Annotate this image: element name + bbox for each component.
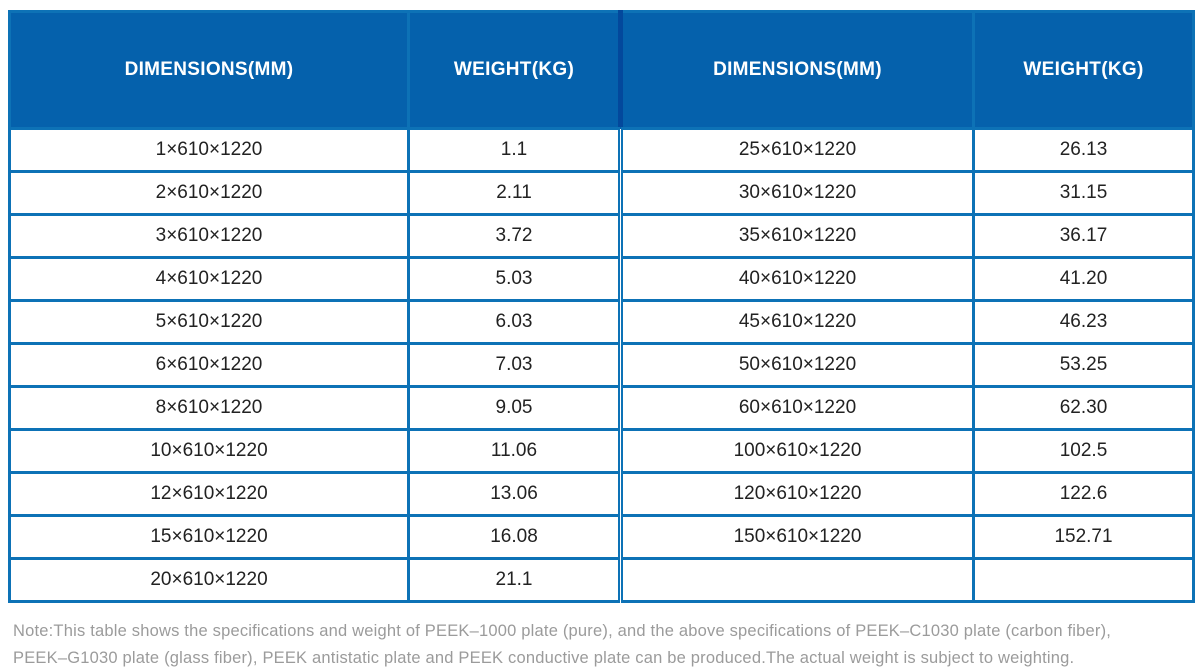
table-row: 20×610×1220 21.1 [8, 557, 1195, 603]
weight-cell: 2.11 [407, 170, 622, 216]
weight-cell: 16.08 [407, 514, 622, 560]
weight-cell: 3.72 [407, 213, 622, 259]
weight-cell: 1.1 [407, 127, 622, 173]
weight-cell: 6.03 [407, 299, 622, 345]
weight-cell: 102.5 [972, 428, 1195, 474]
dimensions-cell: 1×610×1220 [8, 127, 410, 173]
dimensions-cell: 150×610×1220 [618, 514, 975, 560]
weight-cell: 46.23 [972, 299, 1195, 345]
dimensions-cell: 10×610×1220 [8, 428, 410, 474]
weight-cell [972, 557, 1195, 603]
weight-cell: 62.30 [972, 385, 1195, 431]
dimensions-cell: 5×610×1220 [8, 299, 410, 345]
note-line-2: PEEK–G1030 plate (glass fiber), PEEK ant… [13, 649, 1075, 667]
table-row: 3×610×1220 3.72 35×610×1220 36.17 [8, 213, 1195, 259]
dimensions-cell: 12×610×1220 [8, 471, 410, 517]
table-row: 8×610×1220 9.05 60×610×1220 62.30 [8, 385, 1195, 431]
header-weight-right: WEIGHT(KG) [972, 10, 1195, 130]
dimensions-cell: 3×610×1220 [8, 213, 410, 259]
dimensions-cell: 2×610×1220 [8, 170, 410, 216]
weight-cell: 31.15 [972, 170, 1195, 216]
table-row: 5×610×1220 6.03 45×610×1220 46.23 [8, 299, 1195, 345]
weight-cell: 26.13 [972, 127, 1195, 173]
table-row: 6×610×1220 7.03 50×610×1220 53.25 [8, 342, 1195, 388]
weight-cell: 122.6 [972, 471, 1195, 517]
weight-cell: 7.03 [407, 342, 622, 388]
dimensions-cell: 60×610×1220 [618, 385, 975, 431]
dimensions-cell: 20×610×1220 [8, 557, 410, 603]
spec-table: DIMENSIONS(MM) WEIGHT(KG) DIMENSIONS(MM)… [8, 10, 1195, 603]
dimensions-cell: 15×610×1220 [8, 514, 410, 560]
note: Note:This table shows the specifications… [13, 618, 1192, 672]
dimensions-cell: 6×610×1220 [8, 342, 410, 388]
weight-cell: 5.03 [407, 256, 622, 302]
dimensions-cell: 45×610×1220 [618, 299, 975, 345]
dimensions-cell: 50×610×1220 [618, 342, 975, 388]
dimensions-cell: 8×610×1220 [8, 385, 410, 431]
weight-cell: 36.17 [972, 213, 1195, 259]
weight-cell: 11.06 [407, 428, 622, 474]
dimensions-cell [618, 557, 975, 603]
table-row: 10×610×1220 11.06 100×610×1220 102.5 [8, 428, 1195, 474]
table-header: DIMENSIONS(MM) WEIGHT(KG) DIMENSIONS(MM)… [8, 10, 1195, 130]
table-row: 4×610×1220 5.03 40×610×1220 41.20 [8, 256, 1195, 302]
dimensions-cell: 100×610×1220 [618, 428, 975, 474]
weight-cell: 21.1 [407, 557, 622, 603]
note-line-1: Note:This table shows the specifications… [13, 622, 1112, 640]
weight-cell: 53.25 [972, 342, 1195, 388]
weight-cell: 41.20 [972, 256, 1195, 302]
header-weight-left: WEIGHT(KG) [407, 10, 622, 130]
weight-cell: 9.05 [407, 385, 622, 431]
header-dimensions-left: DIMENSIONS(MM) [8, 10, 410, 130]
table-row: 12×610×1220 13.06 120×610×1220 122.6 [8, 471, 1195, 517]
dimensions-cell: 40×610×1220 [618, 256, 975, 302]
weight-cell: 152.71 [972, 514, 1195, 560]
dimensions-cell: 120×610×1220 [618, 471, 975, 517]
table-row: 1×610×1220 1.1 25×610×1220 26.13 [8, 127, 1195, 173]
table-row: 15×610×1220 16.08 150×610×1220 152.71 [8, 514, 1195, 560]
dimensions-cell: 30×610×1220 [618, 170, 975, 216]
header-row: DIMENSIONS(MM) WEIGHT(KG) DIMENSIONS(MM)… [8, 10, 1195, 130]
header-dimensions-right: DIMENSIONS(MM) [618, 10, 975, 130]
dimensions-cell: 25×610×1220 [618, 127, 975, 173]
dimensions-cell: 35×610×1220 [618, 213, 975, 259]
weight-cell: 13.06 [407, 471, 622, 517]
table-body: 1×610×1220 1.1 25×610×1220 26.13 2×610×1220 2… [8, 127, 1195, 603]
dimensions-cell: 4×610×1220 [8, 256, 410, 302]
table-row: 2×610×1220 2.11 30×610×1220 31.15 [8, 170, 1195, 216]
